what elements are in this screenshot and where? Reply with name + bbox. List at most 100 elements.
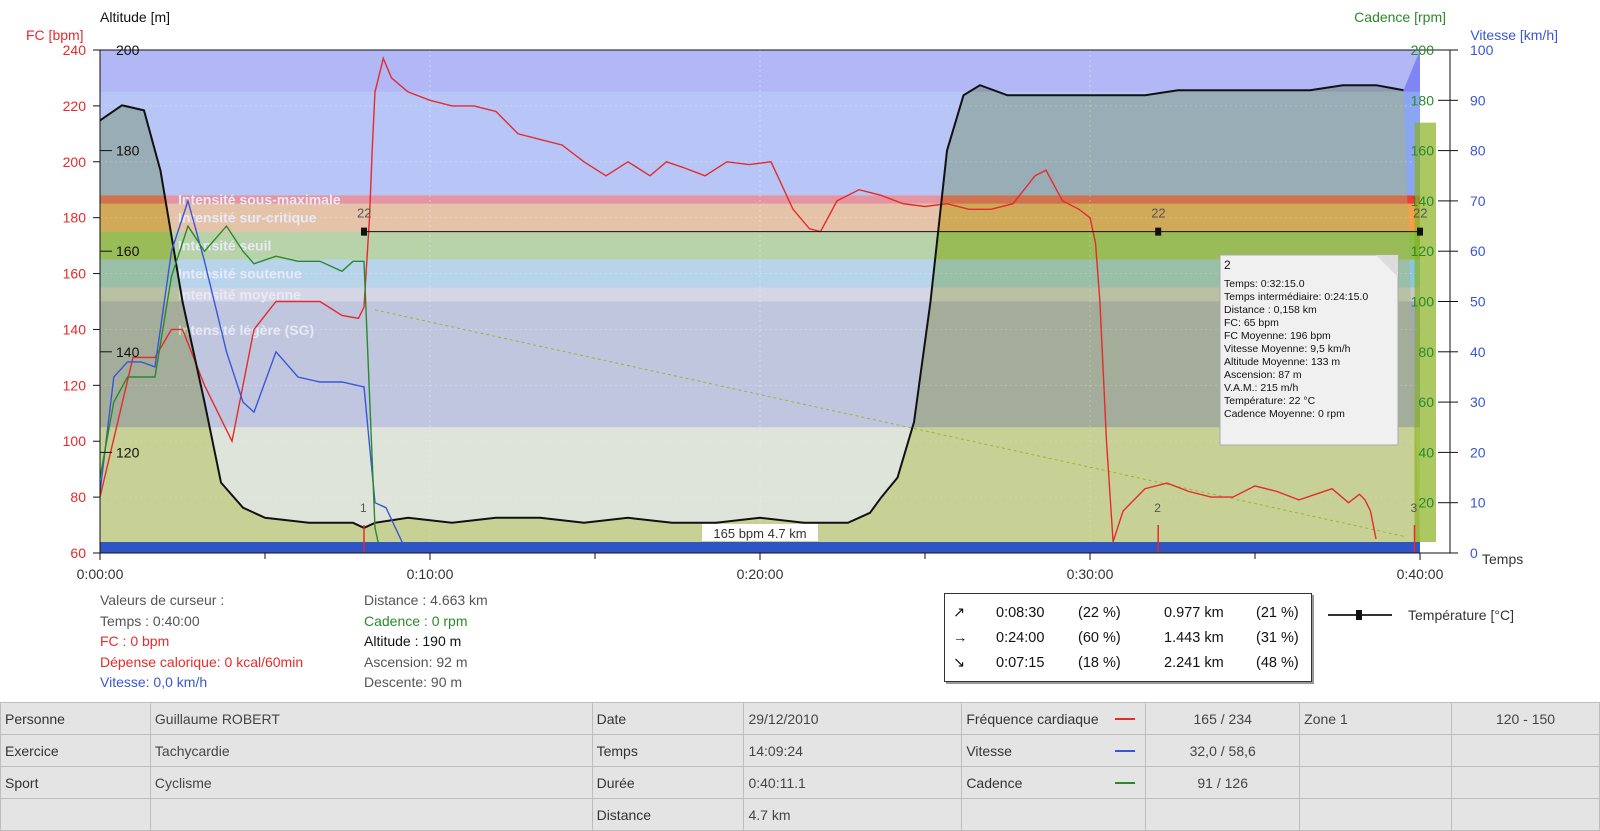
- summary-dist: 0.977 km: [1164, 604, 1224, 621]
- time-tick-label: 0:10:00: [407, 566, 454, 582]
- zone-label: Zone 1: [1299, 702, 1453, 735]
- fc-tick-label: 160: [63, 266, 87, 282]
- fc-tick-label: 220: [63, 98, 87, 114]
- cursor-fc: FC : 0 bpm: [100, 633, 170, 649]
- lap-trend-line: [374, 309, 1404, 537]
- cursor-ascension: Ascension: 92 m: [364, 653, 468, 670]
- chart-series: 1 2 3: [99, 56, 1436, 554]
- zone-range: 120 - 150: [1451, 702, 1600, 735]
- cadence-tick-label: 80: [1418, 344, 1434, 360]
- vitesse-tick-label: 100: [1470, 42, 1494, 58]
- summary-dist-pct: (31 %): [1256, 629, 1299, 646]
- end-strip: [1414, 122, 1436, 543]
- altitude-tick-label: 180: [116, 143, 140, 159]
- fc-tick-label: 60: [70, 545, 86, 561]
- time-axis-label: Temps: [1482, 551, 1523, 567]
- tooltip-line: Ascension: 87 m: [1224, 369, 1302, 381]
- duree-value: 0:40:11.1: [743, 766, 963, 799]
- tooltip-line: Distance : 0,158 km: [1224, 304, 1317, 316]
- empty-cell: [1299, 734, 1453, 767]
- fc-tick-label: 120: [63, 377, 87, 393]
- cadence-tick-label: 200: [1411, 42, 1435, 58]
- summary-pct: (60 %): [1078, 629, 1121, 646]
- cadence-tick-label: 100: [1411, 294, 1435, 310]
- temperature-marker: [361, 227, 367, 236]
- fc-axis-label: FC [bpm]: [26, 27, 84, 43]
- temperature-legend-label: Température [°C]: [1408, 607, 1514, 623]
- cadence-tick-label: 40: [1418, 444, 1434, 460]
- summary-row-flat: → 0:24:00 (60 %) 1.443 km (31 %): [953, 625, 1299, 650]
- lap-bar: [100, 542, 1420, 553]
- cadence-series-label: Cadence: [966, 774, 1023, 791]
- temperature-legend: Température [°C]: [1328, 607, 1514, 623]
- tooltip-line: Vitesse Moyenne: 9,5 km/h: [1224, 343, 1351, 355]
- fc-series-cell: Fréquence cardiaque: [961, 702, 1147, 735]
- cursor-distance: Distance : 4.663 km: [364, 592, 488, 608]
- cadence-tick-label: 20: [1418, 495, 1434, 511]
- temperature-label: 22: [357, 206, 371, 221]
- time-tick-label: 0:40:00: [1397, 566, 1444, 582]
- banner: 165 bpm 4.7 km: [702, 524, 818, 541]
- empty-cell: [1451, 766, 1600, 799]
- time-tick-label: 0:30:00: [1067, 566, 1114, 582]
- altitude-lower-fill: [100, 85, 1420, 553]
- cursor-depense: Dépense calorique: 0 kcal/60min: [100, 653, 304, 670]
- altitude-tick-label: 200: [116, 42, 140, 58]
- empty-cell: [1451, 734, 1600, 767]
- cursor-cadence: Cadence : 0 rpm: [364, 612, 468, 629]
- duree-label: Durée: [591, 766, 745, 799]
- summary-row-up: ↗ 0:08:30 (22 %) 0.977 km (21 %): [953, 600, 1299, 625]
- sport-label: Sport: [0, 766, 151, 799]
- training-chart: Intensité légère (SG)Intensité moyenneIn…: [26, 9, 1558, 582]
- personne-label: Personne: [0, 702, 151, 735]
- vitesse-range: 32,0 / 58,6: [1145, 734, 1301, 767]
- vitesse-series-label: Vitesse: [966, 742, 1012, 759]
- cadence-axis-label: Cadence [rpm]: [1354, 9, 1446, 25]
- tooltip-line: Cadence Moyenne: 0 rpm: [1224, 408, 1345, 420]
- tooltip-line: Temps intermédiaire: 0:24:15.0: [1224, 291, 1368, 303]
- summary-dist-pct: (48 %): [1256, 654, 1299, 671]
- arrow-up-icon: ↗: [953, 604, 966, 621]
- slope-summary: ↗ 0:08:30 (22 %) 0.977 km (21 %) → 0:24:…: [944, 593, 1312, 682]
- vitesse-tick-label: 90: [1470, 92, 1486, 108]
- empty-cell: [961, 798, 1147, 831]
- arrow-down-icon: ↘: [953, 654, 966, 671]
- cadence-line-icon: [1115, 782, 1136, 784]
- summary-dist: 2.241 km: [1164, 654, 1224, 671]
- tooltip-line: Altitude Moyenne: 133 m: [1224, 356, 1340, 368]
- fc-tick-label: 200: [63, 154, 87, 170]
- empty-cell: [1299, 798, 1453, 831]
- empty-cell: [149, 798, 593, 831]
- vitesse-tick-label: 30: [1470, 394, 1486, 410]
- cadence-tick-label: 140: [1411, 193, 1435, 209]
- summary-dist-pct: (21 %): [1256, 604, 1299, 621]
- summary-pct: (18 %): [1078, 654, 1121, 671]
- cadence-series-cell: Cadence: [961, 766, 1147, 799]
- tooltip-line: FC: 65 bpm: [1224, 317, 1279, 329]
- personne-value: Guillaume ROBERT: [149, 702, 593, 735]
- banner-text: 165 bpm 4.7 km: [713, 526, 806, 541]
- temperature-legend-icon: [1328, 610, 1392, 620]
- temps-value: 14:09:24: [743, 734, 963, 767]
- fc-series-label: Fréquence cardiaque: [966, 710, 1099, 727]
- cadence-range: 91 / 126: [1145, 766, 1301, 799]
- fc-line-icon: [1115, 718, 1136, 720]
- cadence-tick-label: 160: [1411, 143, 1435, 159]
- vitesse-series-cell: Vitesse: [961, 734, 1147, 767]
- fc-tick-label: 100: [63, 433, 87, 449]
- altitude-upper-fill: [100, 50, 1420, 528]
- info-row: Distance 4.7 km: [0, 798, 1600, 831]
- tooltip-line: V.A.M.: 215 m/h: [1224, 382, 1298, 394]
- fc-tick-label: 240: [63, 42, 87, 58]
- date-label: Date: [591, 702, 745, 735]
- altitude-tick-label: 140: [116, 344, 140, 360]
- chart-axes: 6080100120140160180200220240120140160180…: [63, 42, 1494, 582]
- cursor-descente: Descente: 90 m: [364, 674, 463, 690]
- vitesse-tick-label: 20: [1470, 444, 1486, 460]
- lap-number: 3: [1411, 501, 1418, 515]
- cadence-tick-label: 120: [1411, 243, 1435, 259]
- tooltip-title: 2: [1224, 258, 1231, 272]
- vitesse-tick-label: 10: [1470, 495, 1486, 511]
- info-row: Exercice Tachycardie Temps 14:09:24 Vite…: [0, 734, 1600, 767]
